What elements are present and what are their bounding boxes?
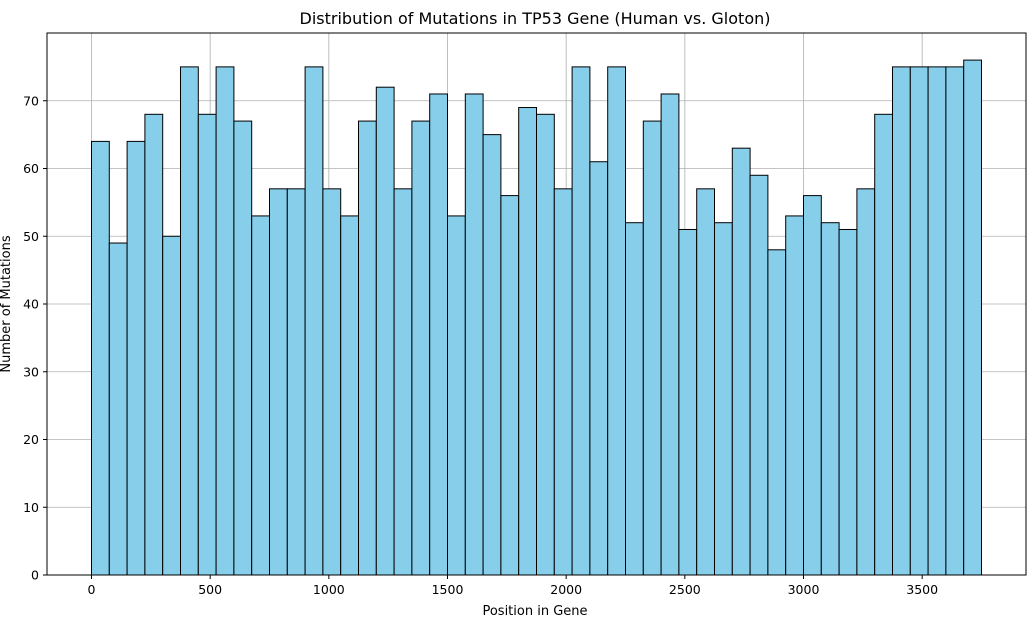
histogram-bar [553,188,573,576]
histogram-bar [215,66,235,576]
histogram-bar [180,66,199,576]
histogram-bar [375,86,395,576]
histogram-bar [447,215,466,576]
chart-title: Distribution of Mutations in TP53 Gene (… [300,9,771,28]
y-tick-label: 0 [31,568,39,583]
x-tick-label: 500 [198,582,222,597]
histogram-bar [322,188,342,576]
histogram-bar [108,242,128,576]
x-tick-label: 2500 [669,582,701,597]
histogram-bar [731,147,751,576]
histogram-bar [945,66,965,576]
histogram-bar [892,66,911,576]
histogram-bar [340,215,360,576]
y-tick-label: 30 [23,364,39,379]
y-axis-ticks: 0 10 20 30 40 50 60 70 [23,93,47,583]
y-tick-label: 50 [23,229,39,244]
histogram-bar [838,228,858,576]
histogram-bar [251,215,270,576]
histogram-bar [304,66,324,576]
histogram-bar [607,66,627,576]
histogram-bar [233,120,253,576]
histogram-bar [678,228,698,576]
x-tick-label: 3500 [906,582,938,597]
y-tick-label: 20 [23,432,39,447]
x-tick-label: 3000 [788,582,820,597]
histogram-bar [660,93,680,576]
histogram-bar [963,59,983,576]
histogram-bar [162,235,181,576]
histogram-bar [927,66,947,576]
y-tick-label: 70 [23,93,39,108]
histogram-bar [482,134,502,576]
histogram-bar [909,66,929,576]
x-axis-ticks: 0 500 1000 1500 2000 2500 3000 3500 [88,575,938,597]
histogram-bar [393,188,413,576]
histogram-bar [642,120,662,576]
histogram-bar [126,140,146,576]
histogram-bar [625,222,644,576]
histogram-bar [536,113,555,576]
histogram-bar [589,161,609,576]
y-tick-label: 40 [23,297,39,312]
histogram-bar [803,195,822,576]
x-tick-label: 1500 [432,582,464,597]
histogram-bar [197,113,217,576]
y-axis-label: Number of Mutations [0,235,14,372]
histogram-bar [714,222,733,576]
histogram-bar [358,120,377,576]
histogram-bar [518,107,538,576]
histogram-bar [429,93,449,576]
histogram-bar [411,120,431,576]
histogram-bar [500,195,520,576]
histogram-bar [785,215,805,576]
histogram-bar [874,113,894,576]
x-axis-label: Position in Gene [482,604,587,619]
histogram-bar [767,249,787,576]
bars-group [91,59,983,576]
histogram-bar [820,222,840,576]
histogram-bar [856,188,876,576]
y-tick-label: 10 [23,500,39,515]
y-tick-label: 60 [23,161,39,176]
histogram-bar [696,188,716,576]
histogram-bar [571,66,591,576]
x-tick-label: 1000 [313,582,345,597]
histogram-bar [286,188,306,576]
histogram-bar [464,93,484,576]
histogram-bar [91,140,110,576]
x-tick-label: 0 [88,582,96,597]
histogram-bar [269,188,288,576]
histogram-bar [749,174,769,576]
x-tick-label: 2000 [550,582,582,597]
histogram-bar [144,113,164,576]
